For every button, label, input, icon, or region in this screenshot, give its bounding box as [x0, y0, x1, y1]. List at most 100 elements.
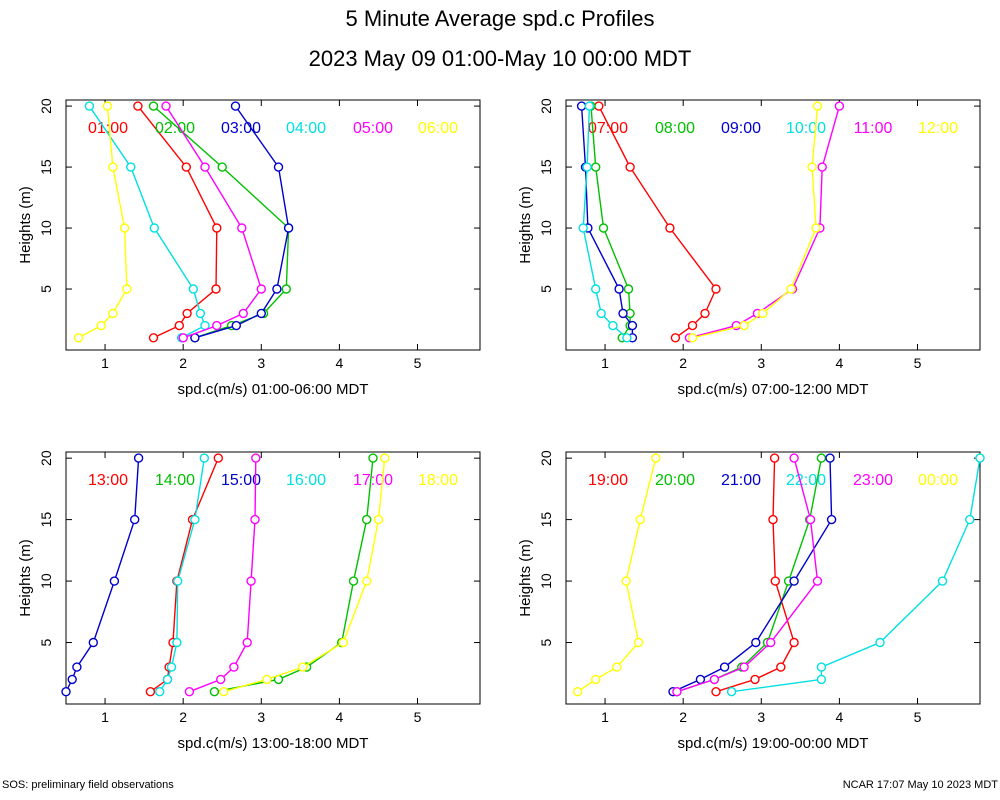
data-point	[237, 223, 247, 233]
data-point	[368, 453, 378, 463]
legend-entry: 18:00	[418, 472, 458, 489]
data-point	[281, 284, 291, 294]
legend-entry: 09:00	[721, 120, 761, 137]
legend-entry: 06:00	[418, 120, 458, 137]
data-point	[148, 101, 159, 111]
data-point	[812, 101, 823, 111]
data-point	[283, 223, 294, 233]
data-point	[751, 637, 761, 648]
data-point	[612, 662, 622, 672]
data-point	[726, 687, 737, 697]
data-point	[217, 162, 227, 172]
data-point	[695, 674, 706, 685]
series-01:00	[133, 101, 222, 343]
y-axis-label: Heights (m)	[517, 186, 534, 264]
legend-entry: 20:00	[655, 472, 695, 489]
data-point	[672, 687, 682, 697]
data-point	[256, 308, 266, 319]
data-point	[576, 101, 587, 111]
data-point	[816, 674, 827, 685]
data-point	[199, 453, 210, 463]
data-point	[149, 223, 160, 233]
data-point	[635, 514, 645, 525]
data-point	[184, 687, 195, 697]
data-point	[212, 320, 222, 331]
series-21:00	[668, 453, 837, 697]
legend-entry: 17:00	[353, 472, 393, 489]
data-point	[61, 687, 71, 697]
legend-entry: 13:00	[88, 472, 128, 489]
legend-entry: 23:00	[853, 472, 893, 489]
data-point	[621, 576, 631, 586]
data-point	[181, 162, 192, 172]
data-point	[875, 637, 885, 648]
y-tick-label: 20	[38, 98, 54, 114]
data-point	[67, 674, 77, 685]
data-point	[623, 284, 634, 294]
series-23:00	[672, 453, 823, 697]
y-tick-label: 5	[538, 638, 554, 646]
data-point	[937, 576, 948, 586]
data-point	[182, 308, 192, 319]
x-axis-label: spd.c(m/s) 01:00-06:00 MDT	[178, 381, 369, 398]
data-point	[172, 576, 183, 586]
plot-frame	[565, 99, 981, 351]
data-point	[84, 101, 95, 111]
data-point	[687, 320, 698, 331]
series-17:00	[184, 453, 261, 697]
data-point	[596, 308, 606, 319]
y-tick-label: 5	[38, 638, 54, 646]
data-point	[209, 687, 220, 697]
y-tick-label: 15	[38, 159, 54, 175]
data-point	[573, 687, 583, 697]
x-tick-label: 1	[101, 709, 109, 725]
legend-entry: 07:00	[588, 120, 628, 137]
data-point	[768, 514, 778, 525]
y-axis-label: Heights (m)	[17, 539, 34, 617]
series-10:00	[578, 101, 632, 343]
data-point	[811, 223, 821, 233]
footer-left: SOS: preliminary field observations	[2, 779, 174, 791]
legend-entry: 10:00	[786, 120, 826, 137]
y-tick-label: 5	[38, 285, 54, 293]
x-tick-label: 3	[757, 355, 765, 371]
series-15:00	[61, 453, 144, 697]
legend-entry: 03:00	[221, 120, 261, 137]
data-point	[625, 162, 635, 172]
figure-subtitle: 2023 May 09 01:00-May 10 00:00 MDT	[309, 46, 692, 71]
data-point	[670, 333, 681, 343]
series-12:00	[687, 101, 823, 343]
data-point	[584, 101, 595, 111]
y-tick-label: 20	[538, 98, 554, 114]
data-point	[298, 662, 308, 672]
data-point	[578, 223, 588, 233]
data-point	[608, 320, 618, 331]
data-point	[786, 284, 796, 294]
data-point	[594, 101, 604, 111]
data-point	[262, 674, 272, 685]
legend-entry: 04:00	[286, 120, 326, 137]
x-tick-label: 3	[757, 709, 765, 725]
data-point	[711, 687, 721, 697]
data-point	[816, 453, 827, 463]
data-point	[215, 674, 226, 685]
y-tick-label: 5	[538, 285, 554, 293]
data-point	[380, 453, 390, 463]
x-tick-label: 2	[179, 355, 187, 371]
x-tick-label: 4	[835, 709, 843, 725]
series-22:00	[726, 453, 985, 697]
data-point	[750, 674, 760, 685]
x-tick-label: 1	[601, 355, 609, 371]
x-tick-label: 2	[679, 709, 687, 725]
x-axis-label: spd.c(m/s) 13:00-18:00 MDT	[178, 735, 369, 752]
legend-entry: 02:00	[155, 120, 195, 137]
data-point	[582, 162, 592, 172]
x-axis-label: spd.c(m/s) 19:00-00:00 MDT	[678, 735, 869, 752]
plot-frame	[65, 451, 481, 705]
plot-frame	[65, 99, 481, 351]
data-point	[739, 320, 749, 331]
panel-4: 1 2 3 4 5 5 10 15 20 spd.c(m/s) 19:00-00:00 MDT He…	[517, 450, 985, 752]
x-tick-label: 2	[179, 709, 187, 725]
series-19:00	[711, 453, 799, 697]
